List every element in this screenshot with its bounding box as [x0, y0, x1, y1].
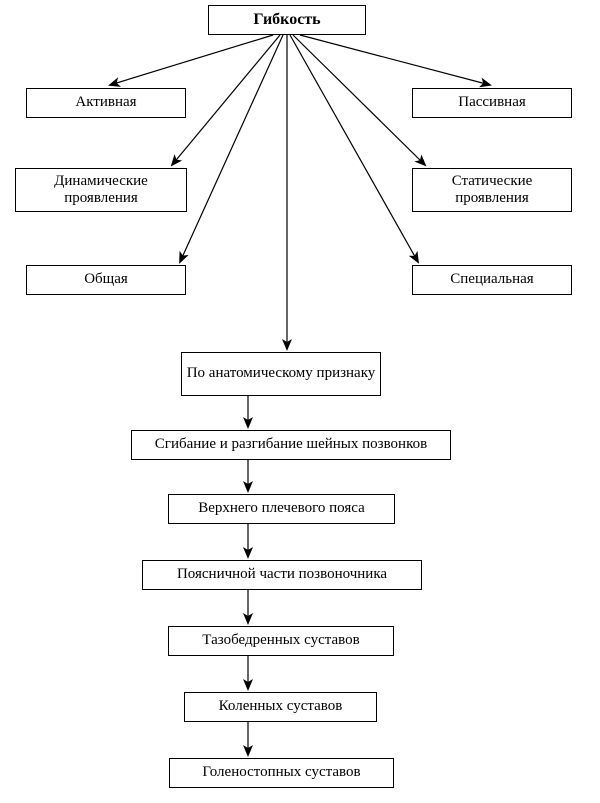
node-dynamic: Динамические проявления: [15, 168, 187, 212]
node-special: Специальная: [412, 265, 572, 295]
node-static: Статические проявления: [412, 168, 572, 212]
edge-4: [180, 35, 283, 262]
edge-5: [290, 35, 418, 262]
node-root: Гибкость: [208, 5, 366, 35]
node-hip: Тазобедренных суставов: [168, 626, 394, 656]
arrows-layer: [0, 0, 600, 803]
edge-2: [172, 35, 280, 165]
edge-1: [300, 35, 490, 85]
node-knee: Коленных суставов: [184, 692, 377, 722]
node-general: Общая: [26, 265, 186, 295]
node-neck: Сгибание и разгибание шейных позвонков: [131, 430, 451, 460]
node-anatom: По анатомическому признаку: [181, 352, 381, 396]
node-active: Активная: [26, 88, 186, 118]
diagram-canvas: Гибкость Активная Пассивная Динамические пр…: [0, 0, 600, 803]
node-ankle: Голеностопных суставов: [169, 758, 394, 788]
node-shoulder: Верхнего плечевого пояса: [168, 494, 395, 524]
node-passive: Пассивная: [412, 88, 572, 118]
node-lumbar: Поясничной части позвоночника: [142, 560, 422, 590]
edge-3: [293, 35, 425, 165]
edge-0: [110, 35, 273, 85]
